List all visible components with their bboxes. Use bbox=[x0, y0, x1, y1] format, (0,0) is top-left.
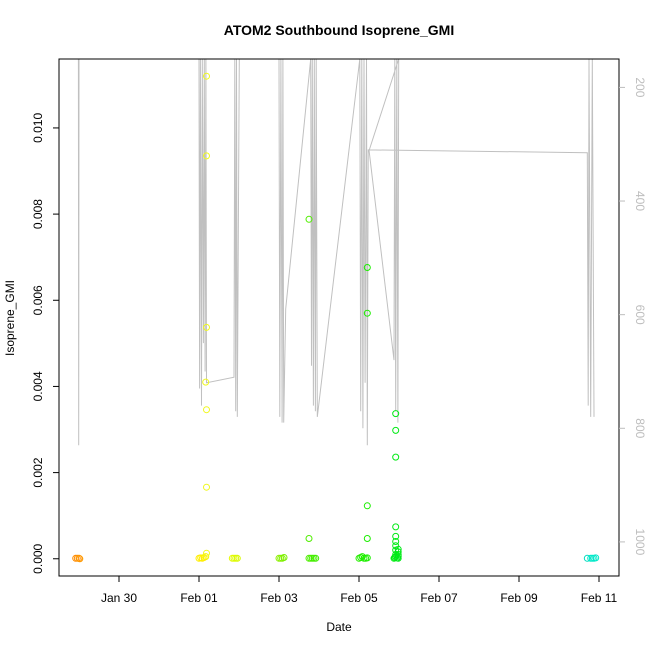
data-point bbox=[363, 535, 371, 542]
x-tick-label: Feb 09 bbox=[500, 591, 538, 605]
data-point bbox=[312, 554, 320, 562]
data-point bbox=[363, 309, 371, 317]
right-tick-label: 1000 bbox=[633, 529, 647, 556]
right-axis: 200 400 600 800 1000 bbox=[619, 77, 647, 556]
data-point bbox=[392, 532, 400, 540]
data-point bbox=[363, 554, 371, 562]
data-point bbox=[203, 152, 210, 160]
data-point bbox=[202, 378, 210, 386]
right-tick-label: 400 bbox=[633, 191, 647, 211]
x-tick-label: Jan 30 bbox=[101, 591, 137, 605]
data-point bbox=[233, 554, 241, 562]
y-axis-label: Isoprene_GMI bbox=[3, 280, 17, 356]
right-tick-label: 800 bbox=[633, 418, 647, 438]
data-point bbox=[203, 323, 210, 331]
data-point bbox=[363, 502, 371, 510]
data-point bbox=[583, 554, 591, 562]
data-point bbox=[394, 554, 402, 562]
right-tick-label: 600 bbox=[633, 305, 647, 325]
plot-area bbox=[72, 58, 600, 563]
data-point bbox=[203, 549, 210, 557]
data-point bbox=[363, 264, 371, 271]
data-point bbox=[203, 72, 210, 80]
y-tick-label: 0.006 bbox=[31, 285, 45, 315]
data-point bbox=[392, 453, 400, 461]
x-tick-label: Feb 01 bbox=[180, 591, 218, 605]
y-tick-label: 0.010 bbox=[31, 113, 45, 143]
data-point bbox=[392, 426, 400, 434]
x-tick-label: Feb 05 bbox=[340, 591, 378, 605]
data-point bbox=[394, 545, 402, 553]
pressure-line bbox=[77, 58, 595, 446]
data-point bbox=[358, 553, 366, 561]
y-tick-label: 0.004 bbox=[31, 371, 45, 401]
data-point bbox=[305, 215, 313, 223]
y-tick-label: 0.008 bbox=[31, 199, 45, 229]
right-tick-label: 200 bbox=[633, 77, 647, 97]
y-tick-label: 0.000 bbox=[31, 543, 45, 573]
y-axis: 0.000 0.002 0.004 0.006 0.008 0.010 bbox=[31, 113, 59, 574]
data-point bbox=[390, 554, 398, 562]
chart-title: ATOM2 Southbound Isoprene_GMI bbox=[224, 22, 454, 38]
data-point bbox=[203, 483, 210, 491]
plot-frame bbox=[58, 58, 620, 577]
y-tick-label: 0.002 bbox=[31, 457, 45, 487]
data-point bbox=[76, 555, 84, 563]
data-point bbox=[392, 410, 400, 418]
data-point bbox=[392, 538, 400, 545]
x-tick-label: Feb 03 bbox=[260, 591, 298, 605]
x-tick-label: Feb 07 bbox=[420, 591, 458, 605]
data-point bbox=[305, 535, 313, 542]
data-point bbox=[392, 523, 400, 531]
data-point bbox=[280, 554, 288, 561]
data-point bbox=[592, 554, 600, 562]
data-point bbox=[202, 553, 210, 561]
x-tick-label: Feb 11 bbox=[581, 591, 618, 605]
x-axis: Jan 30 Feb 01 Feb 03 Feb 05 Feb 07 Feb 09 Feb … bbox=[101, 576, 618, 605]
data-point bbox=[394, 552, 402, 560]
x-axis-label: Date bbox=[326, 620, 352, 634]
data-point bbox=[203, 406, 210, 414]
